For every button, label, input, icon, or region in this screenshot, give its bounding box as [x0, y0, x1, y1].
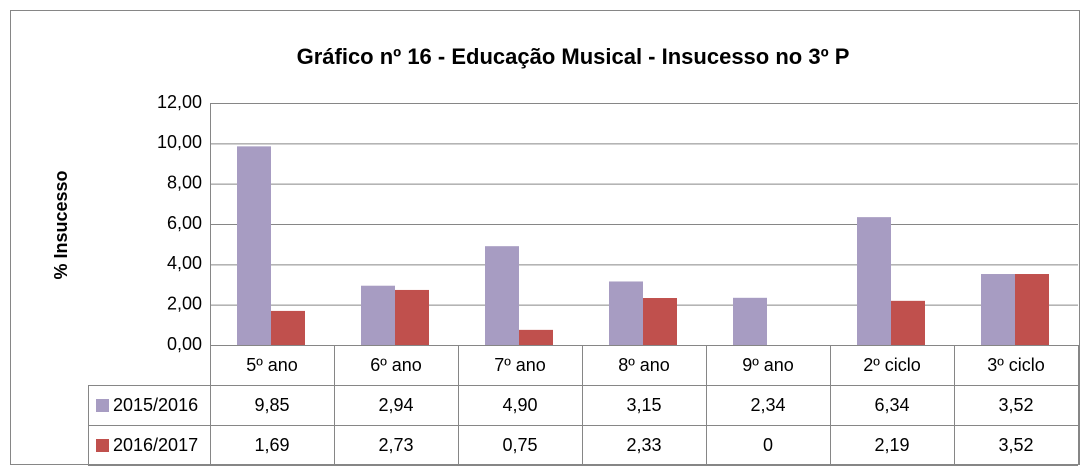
legend-label: 2015/2016 — [113, 395, 198, 415]
bar — [395, 289, 429, 345]
bar — [891, 300, 925, 345]
y-axis-label: % Insucesso — [51, 170, 71, 279]
y-tick-label: 4,00 — [167, 253, 202, 273]
table-value: 2,73 — [378, 435, 413, 455]
table-value: 0 — [763, 435, 773, 455]
table-value: 6,34 — [874, 395, 909, 415]
x-tick-label: 5º ano — [246, 355, 298, 375]
table-value: 1,69 — [254, 435, 289, 455]
table-value: 2,94 — [378, 395, 413, 415]
bar — [733, 297, 767, 345]
table-value: 3,15 — [626, 395, 661, 415]
table-value: 2,19 — [874, 435, 909, 455]
y-tick-label: 10,00 — [157, 132, 202, 152]
bar — [361, 285, 395, 345]
table-value: 3,52 — [998, 395, 1033, 415]
bar — [609, 281, 643, 345]
table-value: 2,34 — [750, 395, 785, 415]
table-value: 9,85 — [254, 395, 289, 415]
x-tick-label: 7º ano — [494, 355, 546, 375]
bar — [237, 146, 271, 345]
y-tick-label: 0,00 — [167, 334, 202, 354]
bar — [1015, 274, 1049, 345]
x-tick-label: 6º ano — [370, 355, 422, 375]
x-tick-label: 3º ciclo — [987, 355, 1045, 375]
table-value: 2,33 — [626, 435, 661, 455]
bar — [643, 298, 677, 345]
bar — [857, 217, 891, 345]
bar — [271, 310, 305, 345]
y-tick-label: 12,00 — [157, 92, 202, 112]
bar — [519, 329, 553, 345]
x-tick-label: 8º ano — [618, 355, 670, 375]
bar — [485, 246, 519, 345]
y-tick-label: 6,00 — [167, 213, 202, 233]
bar — [981, 274, 1015, 345]
x-tick-label: 9º ano — [742, 355, 794, 375]
y-tick-label: 2,00 — [167, 293, 202, 313]
x-tick-label: 2º ciclo — [863, 355, 921, 375]
chart-title: Gráfico nº 16 - Educação Musical - Insuc… — [297, 44, 850, 69]
y-tick-label: 8,00 — [167, 172, 202, 192]
legend-swatch — [96, 439, 109, 452]
table-value: 3,52 — [998, 435, 1033, 455]
legend-swatch — [96, 399, 109, 412]
table-value: 0,75 — [502, 435, 537, 455]
legend-label: 2016/2017 — [113, 435, 198, 455]
table-value: 4,90 — [502, 395, 537, 415]
chart-border — [10, 10, 1080, 465]
